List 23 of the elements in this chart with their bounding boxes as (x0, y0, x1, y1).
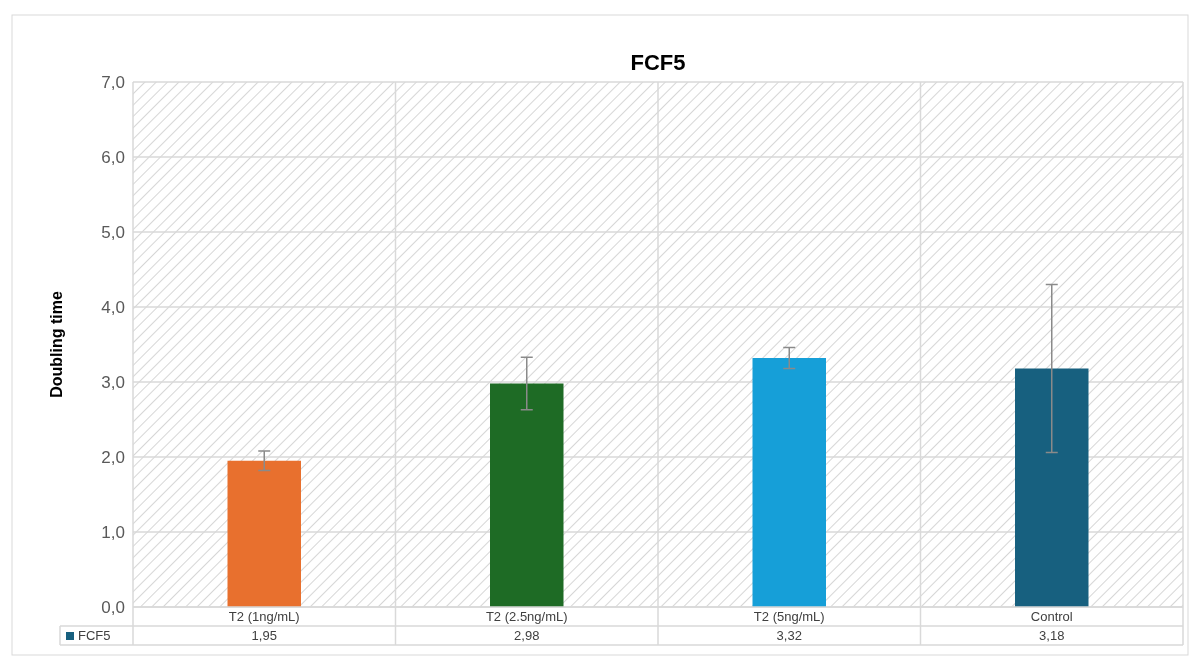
bar (490, 383, 564, 607)
y-tick-label: 2,0 (101, 447, 125, 467)
legend-label: FCF5 (78, 628, 111, 644)
y-axis-title: Doubling time (48, 291, 65, 398)
x-tick-label: Control (1030, 609, 1073, 625)
data-label: 3,18 (1039, 628, 1065, 644)
bar (752, 358, 826, 607)
data-label: 3,32 (776, 628, 802, 644)
x-tick-label: T2 (1ng/mL) (228, 609, 300, 625)
data-label: 2,98 (514, 628, 540, 644)
y-tick-label: 6,0 (101, 147, 125, 167)
y-tick-label: 3,0 (101, 372, 125, 392)
x-tick-label: T2 (5ng/mL) (753, 609, 825, 625)
data-label: 1,95 (251, 628, 277, 644)
y-tick-label: 1,0 (101, 522, 125, 542)
y-tick-label: 5,0 (101, 222, 125, 242)
x-tick-label: T2 (2.5ng/mL) (485, 609, 568, 625)
y-tick-label: 7,0 (101, 72, 125, 92)
y-tick-label: 4,0 (101, 297, 125, 317)
bar (1015, 368, 1089, 607)
bar (227, 460, 301, 607)
chart-title: FCF5 (630, 50, 686, 75)
y-tick-label: 0,0 (101, 597, 125, 617)
